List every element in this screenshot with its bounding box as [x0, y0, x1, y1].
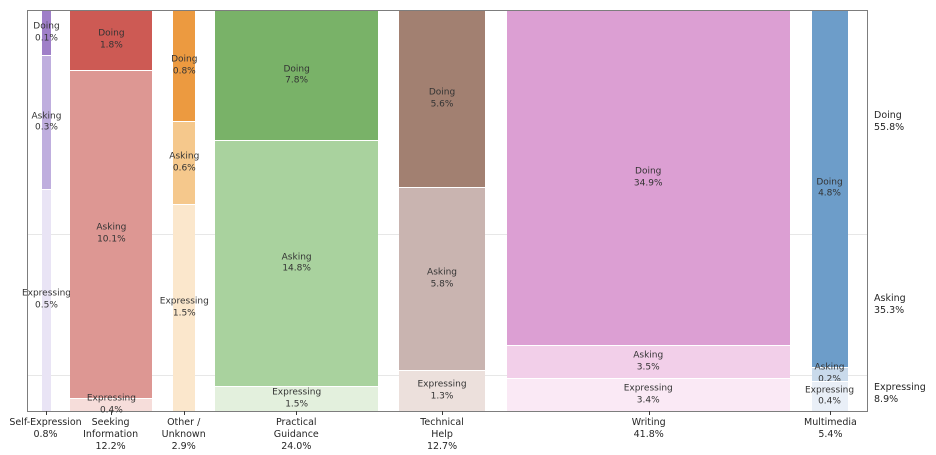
x-tick [648, 411, 650, 415]
mosaic-segment-multimedia-expressing: Expressing 0.4% [805, 381, 854, 411]
mosaic-column-other-unknown: Doing 0.8% Asking 0.6% Expressing 1.5% [160, 11, 209, 411]
x-tick [442, 411, 444, 415]
mosaic-segment-self-expression-asking: Asking 0.3% [31, 55, 61, 189]
x-tick [45, 411, 47, 415]
x-axis-label-multimedia: Multimedia 5.4% [804, 417, 857, 440]
mosaic-segment-other-unknown-asking: Asking 0.6% [169, 121, 199, 205]
x-axis-label-technical-help: Technical Help 12.7% [420, 417, 464, 452]
mosaic-segment-technical-help-asking: Asking 5.8% [399, 187, 485, 371]
mosaic-column-seeking-information: Doing 1.8% Asking 10.1% Expressing 0.4% [70, 11, 153, 415]
mosaic-segment-seeking-information-doing: Doing 1.8% [70, 11, 153, 70]
segment-label: Expressing 1.3% [417, 379, 467, 402]
segment-label: Expressing 0.5% [21, 288, 72, 311]
mosaic-segment-seeking-information-asking: Asking 10.1% [70, 69, 153, 398]
mosaic-column-practical-guidance: Doing 7.8% Asking 14.8% Expressing 1.5% [215, 11, 379, 411]
mosaic-column-self-expression: Doing 0.1% Asking 0.3% Expressing 0.5% [22, 11, 71, 411]
row-total-label-expressing: Expressing 8.9% [874, 382, 926, 406]
x-tick [183, 411, 185, 415]
segment-label: Asking 0.3% [31, 110, 62, 133]
row-total-label-asking: Asking 35.3% [874, 293, 906, 317]
mosaic-segment-writing-expressing: Expressing 3.4% [506, 378, 790, 411]
segment-label: Doing 4.8% [816, 177, 843, 199]
mosaic-segment-self-expression-expressing: Expressing 0.5% [22, 188, 71, 411]
segment-label: Asking 10.1% [96, 222, 127, 245]
segment-label: Asking 5.8% [427, 267, 458, 290]
x-tick [110, 411, 112, 415]
x-tick [830, 411, 832, 415]
segment-label: Doing 0.1% [33, 21, 60, 44]
row-total-label-doing: Doing 55.8% [874, 110, 905, 134]
mosaic-segment-multimedia-doing: Doing 4.8% [811, 11, 848, 367]
mosaic-segment-practical-guidance-expressing: Expressing 1.5% [215, 386, 379, 411]
mosaic-column-technical-help: Doing 5.6% Asking 5.8% Expressing 1.3% [399, 11, 485, 411]
mosaic-column-multimedia: Doing 4.8% Asking 0.2% Expressing 0.4% [805, 11, 854, 411]
segment-label: Doing 34.9% [633, 166, 663, 188]
segment-label: Expressing 1.5% [272, 387, 322, 410]
segment-label: Doing 7.8% [283, 64, 310, 86]
mosaic-segment-self-expression-doing: Doing 0.1% [33, 11, 60, 56]
mosaic-segment-other-unknown-expressing: Expressing 1.5% [160, 204, 209, 411]
segment-label: Doing 5.6% [428, 87, 456, 110]
mosaic-segment-technical-help-doing: Doing 5.6% [399, 11, 485, 188]
mosaic-segment-practical-guidance-asking: Asking 14.8% [215, 140, 379, 387]
segment-label: Asking 14.8% [281, 252, 312, 274]
x-axis-label-practical-guidance: Practical Guidance 24.0% [273, 417, 319, 452]
plot-area: Doing 0.1% Asking 0.3% Expressing 0.5% Doin… [22, 10, 868, 415]
mosaic-segment-other-unknown-doing: Doing 0.8% [171, 11, 198, 122]
x-axis-label-other-unknown: Other / Unknown 2.9% [161, 417, 206, 452]
x-axis-label-self-expression: Self-Expression 0.8% [9, 417, 82, 440]
mosaic-segment-technical-help-expressing: Expressing 1.3% [399, 370, 485, 411]
segment-label: Expressing 1.5% [159, 296, 209, 319]
mosaic-segment-practical-guidance-doing: Doing 7.8% [215, 11, 379, 141]
segment-label: Asking 3.5% [633, 350, 664, 373]
segment-label: Doing 0.8% [171, 54, 198, 77]
segment-label: Expressing 0.4% [804, 384, 855, 407]
mosaic-segment-seeking-information-expressing: Expressing 0.4% [70, 393, 153, 415]
segment-label: Asking 0.6% [169, 151, 200, 174]
segment-label: Doing 1.8% [98, 28, 125, 51]
mosaic-segment-writing-asking: Asking 3.5% [506, 344, 790, 379]
x-tick [296, 411, 298, 415]
x-axis-label-writing: Writing 41.8% [631, 417, 666, 440]
segment-label: Expressing 3.4% [623, 383, 673, 406]
mosaic-column-writing: Doing 34.9% Asking 3.5% Expressing 3.4% [506, 11, 790, 411]
mosaic-segment-writing-doing: Doing 34.9% [506, 11, 790, 345]
mosaic-segment-multimedia-asking: Asking 0.2% [811, 363, 848, 384]
x-axis-label-seeking-information: Seeking Information 12.2% [83, 417, 139, 452]
